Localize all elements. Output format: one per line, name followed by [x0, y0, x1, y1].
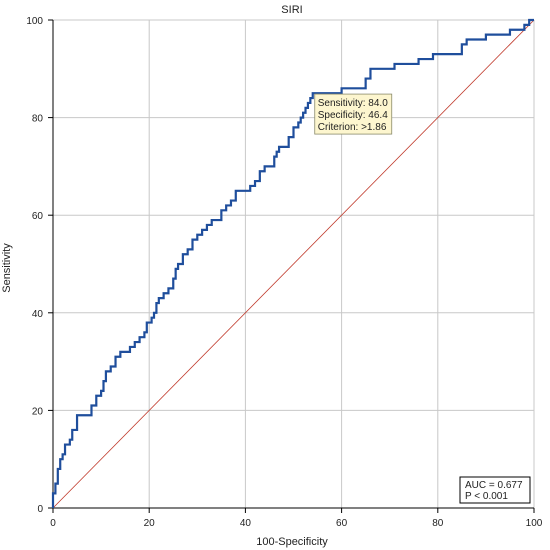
x-tick-label: 0 [50, 518, 56, 529]
y-tick-label: 80 [32, 114, 44, 125]
chart-title: SIRI [281, 4, 302, 16]
annotation-line: Specificity: 46.4 [318, 110, 388, 121]
axes: SIRI 100-Specificity Sensitivity [1, 4, 534, 548]
y-tick-label: 100 [26, 16, 43, 27]
y-tick-label: 0 [37, 504, 43, 515]
annotation-line: Sensitivity: 84.0 [318, 98, 388, 109]
reference-diagonal-line [52, 19, 535, 509]
y-tick-label: 20 [32, 406, 44, 417]
stats-line: P < 0.001 [465, 491, 508, 502]
x-tick-label: 40 [240, 518, 252, 529]
stats-box-frame [459, 476, 531, 504]
x-axis-label: 100-Specificity [256, 536, 328, 548]
y-axis-label: Sensitivity [1, 243, 13, 293]
roc-curve-line [51, 18, 534, 508]
y-tick-label: 60 [32, 211, 44, 222]
x-tick-label: 60 [336, 518, 348, 529]
tick-labels: 0 20 40 60 80 100 0 20 40 60 80 100 [26, 16, 542, 529]
x-tick-label: 80 [432, 518, 444, 529]
x-tick-label: 20 [144, 518, 156, 529]
annotation-box [314, 93, 393, 135]
series [51, 18, 535, 509]
stats-line: AUC = 0.677 [465, 480, 523, 491]
y-tick-label: 40 [32, 309, 44, 320]
annotation-line: Criterion: >1.86 [318, 122, 387, 133]
x-tick-label: 100 [526, 518, 543, 529]
